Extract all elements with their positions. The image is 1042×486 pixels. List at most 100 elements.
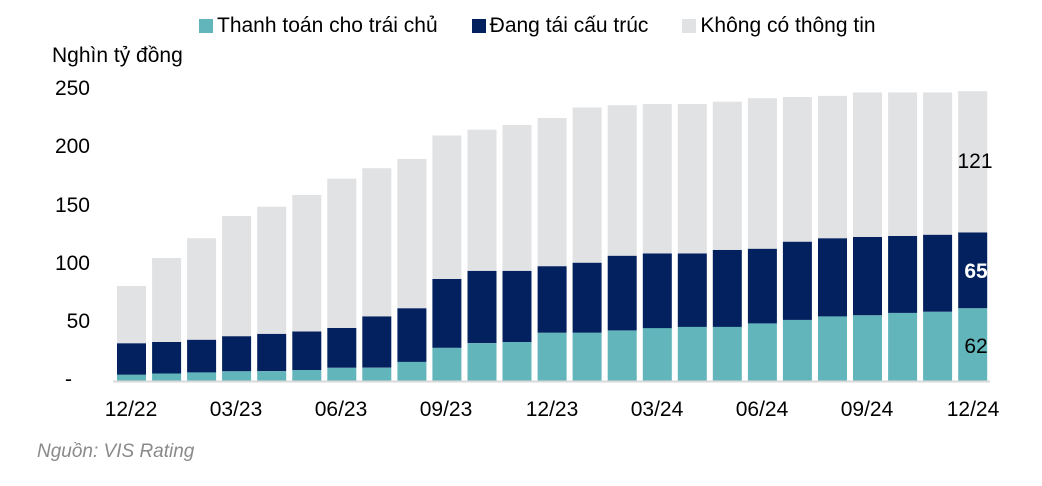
y-tick-100: 100 — [54, 252, 90, 275]
bar-segment — [362, 168, 392, 317]
bar-segment — [677, 326, 707, 381]
x-tick: 12/24 — [946, 398, 1000, 421]
x-tick: 03/23 — [209, 398, 263, 421]
bar-segment — [257, 371, 287, 381]
bar-segment — [747, 98, 777, 249]
bar-segment — [187, 238, 217, 340]
bar-segment — [117, 286, 146, 344]
data-label-restructuring: 65 — [964, 260, 988, 283]
bar-segment — [572, 262, 602, 333]
bar-segment — [152, 258, 182, 342]
legend-swatch-gray-icon — [682, 19, 697, 33]
legend-label: Không có thông tin — [700, 14, 876, 37]
x-tick: 06/23 — [314, 398, 368, 421]
bar-segment — [572, 107, 602, 263]
bar-segment — [327, 328, 357, 368]
x-tick: 12/22 — [104, 398, 158, 421]
bar-segment — [853, 315, 882, 381]
bar-segment — [257, 206, 287, 334]
bar-segment — [467, 343, 497, 381]
bar-segment — [888, 92, 918, 236]
bar-segment — [502, 342, 532, 381]
chart-legend: Thanh toán cho trái chủ Đang tái cấu trú… — [199, 12, 876, 40]
bar-segment — [292, 370, 322, 381]
x-tick: 12/23 — [525, 398, 579, 421]
y-tick-0: - — [65, 368, 72, 391]
bar-segment — [537, 332, 567, 381]
bar-segment — [502, 125, 532, 271]
bar-segment — [923, 234, 953, 312]
legend-label: Thanh toán cho trái chủ — [217, 14, 438, 37]
bar-segment — [607, 330, 637, 381]
bar-segment — [782, 319, 812, 381]
bar-segment — [818, 95, 847, 239]
bar-segment — [747, 248, 777, 324]
legend-item-no-info: Không có thông tin — [682, 14, 876, 38]
bar-segment — [642, 328, 672, 381]
bar-segment — [712, 101, 742, 250]
bar-segment — [642, 104, 672, 254]
bar-segment — [923, 92, 953, 235]
y-tick-150: 150 — [54, 194, 90, 217]
bar-segment — [782, 97, 812, 242]
bar-segment — [187, 372, 217, 381]
bar-segment — [782, 241, 812, 320]
bar-segment — [537, 266, 567, 333]
bar-segment — [432, 347, 462, 381]
bar-segment — [888, 312, 918, 381]
legend-item-restructuring: Đang tái cấu trúc — [471, 14, 649, 38]
bar-segment — [397, 361, 427, 381]
bar-segment — [467, 129, 497, 271]
y-tick-50: 50 — [66, 310, 90, 333]
x-tick: 09/24 — [840, 398, 894, 421]
bar-segment — [397, 158, 427, 309]
bar-segment — [327, 178, 357, 328]
data-label-paid: 62 — [964, 335, 988, 358]
x-tick: 06/24 — [735, 398, 789, 421]
bar-segment — [502, 270, 532, 342]
bar-segment — [572, 332, 602, 381]
bar-segment — [432, 279, 462, 348]
data-label-no-info: 121 — [957, 150, 993, 173]
bar-segment — [467, 270, 497, 344]
bar-segment — [818, 316, 847, 381]
y-tick-250: 250 — [54, 77, 90, 100]
legend-swatch-teal-icon — [199, 19, 213, 33]
bar-segment — [677, 253, 707, 327]
bar-segment — [292, 331, 322, 370]
bar-segment — [607, 255, 637, 331]
source-note: Nguồn: VIS Rating — [37, 441, 195, 462]
bar-segment — [958, 308, 988, 381]
legend-label: Đang tái cấu trúc — [489, 14, 649, 37]
bar-segment — [888, 235, 918, 313]
bar-segment — [327, 367, 357, 381]
bar-segment — [292, 195, 322, 332]
bar-segment — [152, 373, 182, 381]
bar-segment — [117, 343, 146, 375]
bar-segment — [187, 339, 217, 373]
bar-segment — [362, 367, 392, 381]
bar-segment — [222, 216, 252, 337]
bar-segment — [853, 237, 882, 316]
bar-segment — [222, 336, 252, 372]
x-tick: 03/24 — [630, 398, 684, 421]
bar-segment — [747, 323, 777, 381]
bar-segment — [607, 105, 637, 256]
bar-segment — [677, 104, 707, 254]
y-tick-200: 200 — [54, 135, 90, 158]
bar-segment — [117, 374, 146, 381]
legend-swatch-navy-icon — [471, 19, 486, 33]
bar-segment — [642, 253, 672, 329]
bar-segment — [537, 118, 567, 267]
bar-segment — [923, 311, 953, 381]
bar-segment — [397, 308, 427, 362]
x-tick: 09/23 — [419, 398, 473, 421]
legend-item-paid: Thanh toán cho trái chủ — [199, 14, 438, 38]
bar-segment — [818, 238, 847, 317]
bar-segment — [257, 333, 287, 372]
bar-segment — [712, 249, 742, 327]
bar-segment — [362, 316, 392, 368]
bar-segment — [853, 92, 882, 238]
bar-segment — [222, 371, 252, 381]
